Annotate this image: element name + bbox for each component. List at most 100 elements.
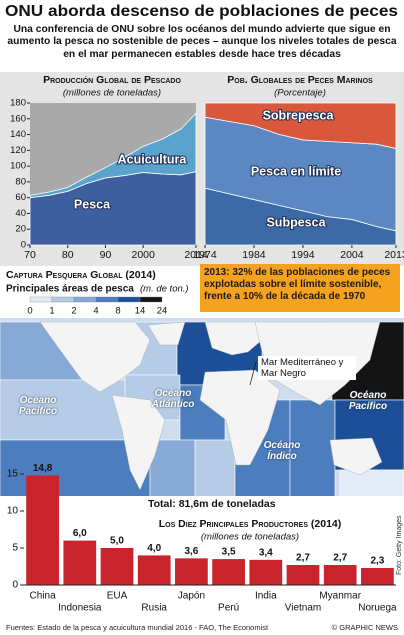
land: [39, 321, 151, 393]
fishing-area: [0, 379, 126, 441]
map-label: Océano Pacífico: [348, 390, 388, 412]
x-tick-label: Perú: [218, 603, 239, 614]
bar: [26, 475, 59, 585]
bar: [212, 559, 245, 585]
bar: [249, 559, 283, 585]
map-label: Océano Índico: [263, 440, 301, 462]
charts: Producción Global de Pescado (millones de…: [0, 74, 404, 614]
series-label: Sobrepesca: [263, 108, 335, 122]
x-tick-label: 70: [24, 249, 36, 261]
x-tick-label: Noruega: [358, 603, 397, 614]
y-tick-label: 15: [7, 469, 19, 480]
value-label: 3,4: [259, 547, 273, 558]
bar: [100, 548, 134, 585]
x-tick-label: Vietnam: [285, 603, 322, 614]
y-tick-label: 120: [10, 145, 26, 156]
x-tick-label: 80: [62, 249, 74, 261]
x-tick-label: 2014: [184, 249, 208, 261]
y-tick-label: 160: [10, 113, 26, 124]
legend-label: 2: [71, 306, 76, 317]
credit: © GRAPHIC NEWS: [332, 623, 398, 632]
land: [111, 394, 166, 491]
chart-title: Los Diez Principales Productores (2014): [159, 518, 342, 530]
legend-swatch: [29, 296, 53, 303]
x-tick-label: 2000: [132, 249, 156, 261]
area: [29, 112, 197, 199]
map-label: Mar Mediterráneo y Mar Negro: [258, 356, 356, 380]
legend-swatch: [95, 296, 119, 303]
x-tick-label: Indonesia: [58, 603, 102, 614]
y-tick-label: 40: [15, 208, 26, 219]
series-label: Acuicultura: [118, 152, 188, 166]
y-tick-label: 180: [10, 98, 26, 109]
area: [204, 102, 397, 149]
value-label: 6,0: [73, 528, 87, 539]
value-label: 5,0: [110, 536, 124, 547]
legend-label: 1: [49, 306, 54, 317]
bar: [137, 555, 171, 585]
y-tick-label: 10: [7, 506, 19, 517]
bar: [63, 540, 97, 585]
chart-subtitle: (millones de toneladas): [63, 88, 161, 99]
legend-label: 24: [157, 306, 168, 317]
x-tick-label: China: [30, 591, 57, 602]
land: [147, 321, 186, 346]
fishing-area: [339, 469, 404, 498]
x-tick-label: 1984: [242, 249, 266, 261]
chart-subtitle: (Porcentaje): [274, 88, 326, 99]
legend-label: 8: [115, 306, 120, 317]
y-tick-label: 100: [10, 161, 26, 172]
bar: [286, 565, 320, 585]
x-tick-label: 1994: [291, 249, 315, 261]
fishing-area: [149, 439, 196, 498]
y-tick-label: 60: [15, 192, 26, 203]
y-tick-label: 20: [15, 224, 26, 235]
y-tick-label: 80: [15, 176, 26, 187]
map-subtitle: Principales áreas de pesca: [6, 284, 134, 295]
legend-swatch: [117, 296, 141, 303]
bar: [361, 567, 394, 585]
value-label: 4,0: [147, 543, 161, 554]
subtitle: Una conferencia de ONU sobre los océanos…: [7, 24, 397, 60]
legend-label: 4: [93, 306, 98, 317]
bar: [175, 558, 208, 585]
y-tick-label: 0: [21, 240, 26, 251]
source: Fuentes: Estado de la pesca y acuicultur…: [6, 623, 269, 632]
series-label: Pesca: [74, 197, 111, 211]
y-tick-label: 140: [10, 129, 26, 140]
value-label: 2,7: [296, 553, 310, 564]
legend-label: 0: [27, 306, 32, 317]
x-tick-label: 2004: [340, 249, 364, 261]
value-label: 3,6: [184, 546, 198, 557]
x-tick-label: 1974: [193, 249, 217, 261]
photo-credit: Foto: Getty Images: [396, 515, 403, 575]
map-unit: (m. de ton.): [140, 284, 189, 295]
series-label: Subpesca: [266, 215, 326, 229]
fishing-area: [194, 439, 236, 498]
x-tick-label: EUA: [107, 591, 128, 602]
x-tick-label: 2013: [384, 249, 404, 261]
series-label: Pesca en límite: [251, 164, 341, 178]
land: [329, 437, 383, 476]
map-label: Océano Atlántico: [151, 388, 195, 410]
legend-swatch: [73, 296, 97, 303]
value-label: 14,8: [33, 463, 53, 474]
x-tick-label: Rusia: [141, 603, 167, 614]
value-label: 3,5: [222, 547, 236, 558]
chart-title: Producción Global de Pescado: [43, 74, 181, 86]
legend-swatch: [51, 296, 75, 303]
leader-line: [249, 361, 257, 386]
y-tick-label: 5: [12, 543, 18, 554]
map-label: Océano Pacífico: [18, 395, 58, 417]
bar: [323, 565, 357, 585]
x-tick-label: Japón: [178, 591, 205, 602]
value-label: 2,7: [333, 553, 347, 564]
x-tick-label: Myanmar: [319, 591, 361, 602]
callout-box: [200, 264, 400, 312]
legend-swatch: [139, 296, 163, 303]
total-label: Total: 81,6m de toneladas: [148, 498, 276, 510]
legend-label: 14: [135, 306, 146, 317]
chart-title: Pob. Globales de Peces Marinos: [227, 74, 373, 86]
y-tick-label: 0: [12, 580, 18, 591]
